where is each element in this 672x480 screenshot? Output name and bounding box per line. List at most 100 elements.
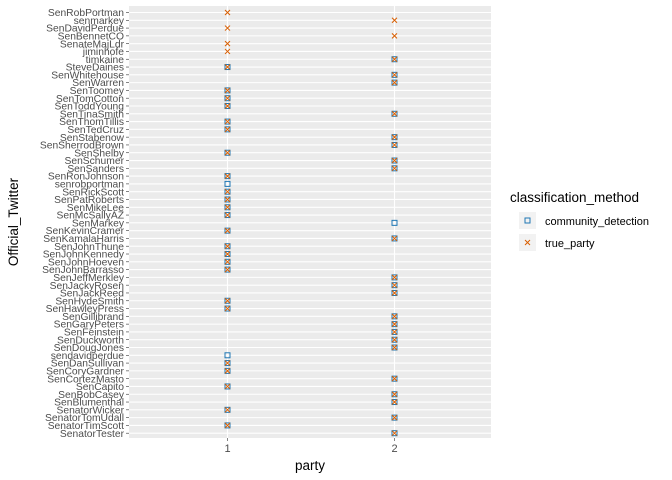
y-tick-label: SenWarren	[72, 78, 124, 89]
point-community-detection	[391, 430, 398, 437]
y-tick-label: SenSchumer	[64, 156, 124, 167]
point-community-detection	[224, 173, 231, 180]
y-tick-label: SenRobPortman	[48, 8, 124, 19]
y-tick-label: SenRickScott	[62, 187, 124, 198]
point-true-party	[391, 134, 398, 141]
y-tick-label: SenSanders	[67, 164, 124, 175]
point-true-party	[391, 235, 398, 242]
legend-entry-community-detection: community_detection	[519, 212, 649, 229]
point-community-detection	[224, 126, 231, 133]
legend-label-community-detection: community_detection	[545, 216, 649, 228]
y-tick-label: SenHydeSmith	[55, 296, 124, 307]
point-true-party	[391, 344, 398, 351]
y-tick-label: SenMcSallyAZ	[56, 211, 124, 222]
y-tick-label: senmarkey	[74, 16, 125, 27]
point-true-party	[224, 251, 231, 257]
y-tick-label: SenCoryGardner	[46, 366, 124, 377]
y-tick-label: SenatorTomUdall	[45, 413, 124, 424]
point-community-detection	[224, 212, 231, 219]
point-true-party	[224, 25, 231, 31]
y-tick-label: SenCapito	[76, 382, 124, 393]
point-true-party	[224, 360, 231, 366]
point-true-party	[224, 258, 231, 265]
y-tick-label: sendavidperdue	[51, 351, 125, 362]
y-tick-label: jiminhofe	[82, 47, 124, 58]
point-community-detection	[391, 157, 398, 164]
point-true-party	[391, 157, 398, 164]
y-tick-label: SenToddYoung	[55, 102, 125, 113]
point-community-detection	[224, 422, 231, 429]
point-community-detection	[391, 391, 398, 398]
y-tick-label: SenTomCotton	[56, 94, 124, 105]
point-community-detection	[224, 227, 231, 234]
point-community-detection	[391, 321, 398, 328]
y-tick-label: SenJohnHoeven	[48, 257, 124, 268]
y-tick-label: SenatorWicker	[56, 405, 124, 416]
y-tick-label: SenJackReed	[60, 289, 124, 300]
y-tick-label: SenFeinstein	[64, 328, 124, 339]
point-true-party	[391, 313, 398, 320]
y-tick-label: SenBlumenthal	[54, 398, 124, 409]
point-true-party	[391, 414, 398, 421]
y-tick-label: SenJohnKennedy	[43, 250, 125, 261]
y-tick-label: SenMarkey	[72, 218, 125, 229]
legend-symbol-square	[524, 217, 531, 224]
y-tick-label: SenDavidPerdue	[46, 24, 124, 35]
legend: classification_method community_detectio…	[510, 190, 649, 251]
point-true-party	[224, 173, 231, 179]
point-community-detection	[224, 149, 231, 156]
y-tick-label: SenPatRoberts	[54, 195, 124, 206]
y-tick-label: SenShelby	[74, 148, 125, 159]
y-tick-label: SenDanSullivan	[51, 359, 125, 370]
point-true-party	[391, 375, 398, 382]
legend-key-community-detection	[519, 212, 536, 229]
point-community-detection	[224, 266, 231, 273]
point-true-party	[224, 204, 231, 211]
point-true-party	[224, 9, 231, 16]
x-tick-label: 1	[224, 443, 230, 455]
y-tick-label: SenToomey	[70, 86, 125, 97]
point-community-detection	[224, 118, 231, 125]
point-true-party	[391, 282, 398, 289]
data-points	[224, 9, 398, 437]
legend-label-true-party: true_party	[545, 238, 595, 250]
y-tick-label: SenatorTimScott	[48, 421, 124, 432]
point-true-party	[224, 266, 231, 273]
point-true-party	[391, 329, 398, 335]
y-tick-label: SenWhitehouse	[51, 70, 124, 81]
y-tick-label: SenDougJones	[54, 343, 124, 354]
point-community-detection	[391, 328, 398, 335]
y-gridlines	[129, 11, 491, 434]
y-tick-label: SenDuckworth	[57, 335, 124, 346]
point-true-party	[391, 399, 398, 405]
point-community-detection	[224, 243, 231, 250]
point-community-detection	[224, 251, 231, 258]
panel-background	[129, 6, 491, 438]
point-true-party	[391, 71, 398, 78]
point-community-detection	[391, 375, 398, 382]
point-community-detection	[224, 87, 231, 94]
y-tick-label: SenatorTester	[60, 429, 125, 440]
point-true-party	[391, 110, 398, 117]
point-true-party	[224, 227, 231, 234]
point-true-party	[391, 79, 398, 86]
point-community-detection	[224, 180, 231, 187]
point-community-detection	[391, 399, 398, 406]
point-community-detection	[391, 71, 398, 78]
point-community-detection	[391, 165, 398, 172]
y-tick-label: SenKevinCramer	[46, 226, 125, 237]
point-community-detection	[391, 289, 398, 296]
point-true-party	[224, 64, 231, 70]
point-community-detection	[224, 297, 231, 304]
y-tick-label: SenKamalaHarris	[43, 234, 124, 245]
point-true-party	[224, 305, 231, 312]
point-true-party	[391, 391, 398, 398]
y-tick-label: SenStabenow	[60, 133, 125, 144]
y-tick-label: timkaine	[86, 55, 125, 66]
y-tick-label: SenateMajLdr	[60, 39, 125, 50]
point-true-party	[224, 422, 231, 429]
point-true-party	[224, 297, 231, 304]
point-community-detection	[391, 134, 398, 141]
